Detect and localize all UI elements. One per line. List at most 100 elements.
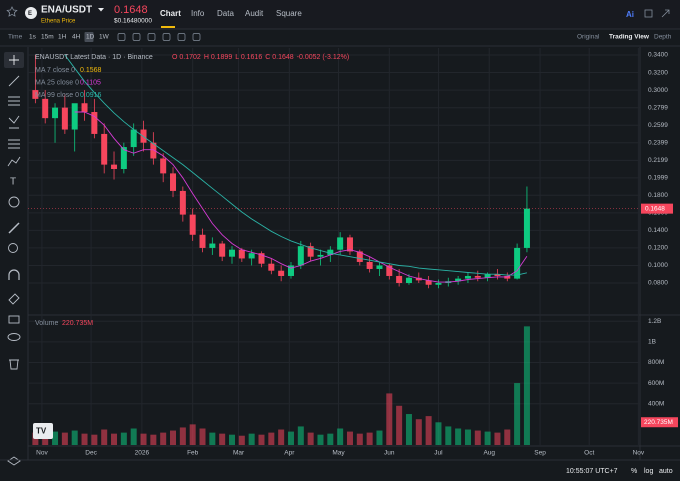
ai-icon[interactable]: Ai [626, 10, 634, 19]
volume-bar [494, 432, 501, 445]
x-tick-label: Feb [187, 450, 199, 457]
view-option[interactable]: Depth [654, 34, 672, 41]
y-tick-label: 0.1999 [648, 175, 668, 182]
tab[interactable]: Square [276, 9, 302, 18]
pattern-tool[interactable] [8, 115, 20, 129]
volume-value: 220.735M [62, 320, 93, 327]
emoji-tool[interactable] [8, 196, 20, 208]
crosshair-tool[interactable] [9, 55, 19, 65]
scale-option[interactable]: % [631, 468, 637, 475]
interval[interactable]: 1W [99, 34, 110, 41]
x-tick-label: Sep [534, 450, 546, 457]
interval[interactable]: 1D [86, 34, 95, 41]
candle-body [464, 275, 471, 279]
tv-logo-mark: TV [36, 427, 47, 436]
brush-tool[interactable] [7, 156, 21, 167]
volume-bar [229, 434, 235, 445]
candle-body [229, 249, 235, 257]
candle-body [32, 90, 39, 99]
tab[interactable]: Chart [160, 9, 181, 18]
chart-title: ENAUSDT Latest Data · 1D · Binance [35, 54, 153, 61]
usd-price: $0.16480000 [114, 18, 152, 25]
favorite-icon[interactable] [6, 6, 18, 17]
toolbar-icon[interactable] [177, 33, 186, 41]
layers-icon[interactable] [7, 456, 21, 466]
toolbar-icon[interactable] [132, 33, 141, 41]
tab[interactable]: Data [217, 9, 234, 18]
coin-name[interactable]: Ethena Price [41, 19, 76, 25]
delete-tool[interactable] [9, 359, 19, 370]
ma-value: 0.1105 [80, 79, 101, 86]
volume-bar [445, 426, 452, 445]
volume-bar [52, 431, 59, 445]
candle-body [91, 112, 98, 134]
coin-logo-mark: E [28, 11, 32, 17]
toolbar-icon[interactable] [117, 33, 126, 41]
line-tool[interactable] [8, 75, 20, 87]
ma-name: MA 99 close 0 [35, 92, 79, 99]
candle-body [435, 282, 442, 285]
ohlc-value: O 0.1702 [172, 54, 201, 61]
candle-body [523, 208, 530, 248]
channel-tool[interactable] [8, 96, 20, 106]
dropdown[interactable] [98, 8, 104, 12]
pair[interactable]: ENA/USDT [41, 5, 92, 16]
candle-body [238, 249, 245, 259]
toolbar-icon[interactable] [147, 33, 156, 41]
lock-drawings[interactable] [8, 293, 20, 305]
measure-tool[interactable] [8, 222, 20, 234]
interval[interactable]: 4H [72, 34, 81, 41]
clock: 10:55:07 UTC+7 [566, 468, 618, 475]
y-tick-label: 0.2399 [648, 140, 668, 147]
interval[interactable]: 1s [29, 34, 37, 41]
hide-tool[interactable] [7, 333, 21, 341]
x-tick-label: Mar [233, 450, 245, 457]
volume-bar [484, 431, 491, 445]
volume-bar [514, 383, 521, 445]
layout-icon[interactable] [644, 9, 653, 18]
toolbar-icon[interactable] [192, 33, 201, 41]
interval-active [84, 32, 94, 42]
volume-bar [455, 428, 462, 445]
volume-title: Volume [35, 320, 58, 327]
candle-body [219, 243, 226, 257]
top-bar [0, 0, 680, 29]
volume-bar [111, 433, 118, 445]
view-option[interactable]: Trading View [609, 34, 650, 41]
volume-bar [71, 430, 78, 445]
volume-bar [425, 416, 432, 445]
candle-body [297, 246, 304, 266]
scale-option[interactable]: log [644, 468, 653, 475]
volume-tick-label: 1.2B [648, 318, 661, 325]
volume-bar [268, 432, 275, 445]
y-tick-label: 0.2199 [648, 157, 668, 164]
volume-bar [81, 433, 88, 445]
expand-icon[interactable] [661, 9, 670, 18]
volume-bar [61, 432, 68, 445]
tab[interactable]: Info [191, 9, 205, 18]
view-option[interactable]: Original [577, 34, 600, 41]
scale-option[interactable]: auto [659, 468, 673, 475]
candle-body [170, 173, 177, 191]
interval[interactable]: 15m [41, 34, 54, 41]
ohlc-value: -0.0052 (-3.12%) [297, 54, 350, 61]
price-tag-label: 0.1648 [645, 205, 665, 212]
ma-name: MA 25 close 0 [35, 79, 79, 86]
ma-value: 0.0916 [80, 92, 102, 99]
tab[interactable]: Audit [245, 9, 264, 18]
lock-tool[interactable] [8, 315, 20, 324]
toolbar-icon[interactable] [162, 33, 171, 41]
volume-bar [209, 432, 216, 445]
y-tick-label: 0.3200 [648, 69, 668, 76]
fib-tool[interactable] [8, 139, 20, 149]
volume-bar [238, 435, 245, 445]
text-tool[interactable]: T [10, 177, 16, 188]
magnet-tool[interactable] [8, 269, 20, 280]
zoom-tool[interactable] [8, 243, 18, 253]
volume-tag-label: 220.735M [644, 419, 673, 426]
volume-tick-label: 600M [648, 380, 664, 387]
interval[interactable]: 1H [58, 34, 67, 41]
tv-logo [33, 423, 53, 439]
